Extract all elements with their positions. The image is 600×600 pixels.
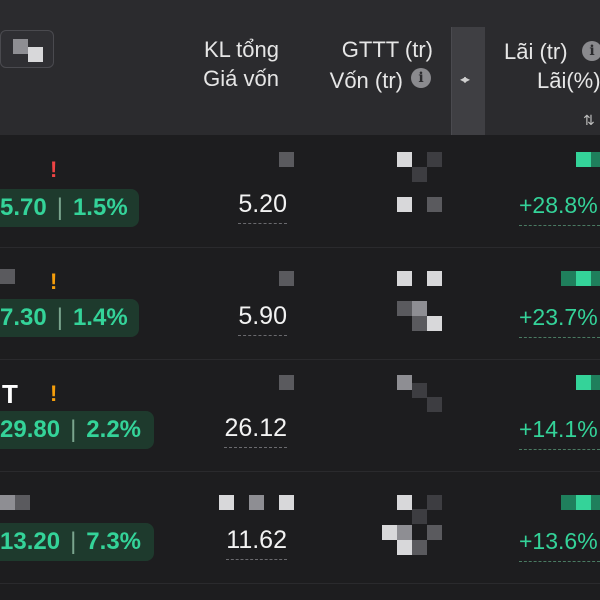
blur-block bbox=[427, 197, 442, 212]
warning-icon: ! bbox=[50, 157, 58, 182]
table-header: KL tổng Giá vốn GTTT (tr) Vốn (tr) i ◂▸ … bbox=[0, 0, 600, 135]
warning-icon: ! bbox=[50, 269, 58, 294]
info-icon[interactable]: i bbox=[411, 68, 431, 88]
blur-block bbox=[576, 375, 591, 390]
blur-block bbox=[591, 271, 600, 286]
blur-block bbox=[397, 495, 412, 510]
blur-block bbox=[279, 271, 294, 286]
table-row[interactable]: 13.20 | 7.3% 11.62 +13.6% bbox=[0, 471, 600, 584]
header-cost-label: Giá vốn bbox=[203, 66, 279, 91]
sort-arrows-icon[interactable]: ⇅ bbox=[583, 112, 595, 128]
blur-block bbox=[0, 269, 15, 284]
header-profit-label: Lãi (tr) bbox=[504, 39, 568, 64]
blur-block bbox=[591, 495, 600, 510]
blur-block bbox=[397, 525, 412, 540]
blur-block bbox=[28, 47, 43, 62]
blur-block bbox=[397, 271, 412, 286]
blurred-avatar bbox=[0, 30, 54, 68]
profit-percent: +13.6% bbox=[519, 528, 598, 554]
blur-block bbox=[561, 271, 576, 286]
blur-block bbox=[249, 495, 264, 510]
blur-block bbox=[427, 397, 442, 412]
blur-block bbox=[15, 495, 30, 510]
profit-percent: +28.8% bbox=[519, 192, 598, 218]
blur-block bbox=[279, 495, 294, 510]
price-value: 29.80 bbox=[0, 416, 61, 443]
blur-block bbox=[591, 152, 600, 167]
cost-price: 5.90 bbox=[238, 302, 287, 336]
blur-block bbox=[382, 525, 397, 540]
dashed-underline bbox=[519, 337, 600, 338]
table-row[interactable]: T ! 29.80 | 2.2% 26.12 +14.1% bbox=[0, 359, 600, 472]
dashed-underline bbox=[519, 561, 600, 562]
change-percent: 1.4% bbox=[72, 304, 128, 331]
header-capital-label: Vốn (tr) bbox=[329, 68, 403, 93]
blur-block bbox=[397, 540, 412, 555]
profit-percent: +23.7% bbox=[519, 304, 598, 330]
cost-price: 5.20 bbox=[238, 190, 287, 224]
header-profit-pct-label: Lãi(%) bbox=[537, 68, 600, 93]
price-value: 7.30 bbox=[0, 304, 47, 331]
blur-block bbox=[576, 152, 591, 167]
blur-block bbox=[427, 152, 442, 167]
table-row[interactable]: ! 7.30 | 1.4% 5.90 +23.7% bbox=[0, 247, 600, 360]
blur-block bbox=[427, 271, 442, 286]
price-change-pill: 5.70 | 1.5% bbox=[0, 189, 139, 227]
blur-block bbox=[427, 525, 442, 540]
stock-symbol: T bbox=[2, 379, 18, 409]
header-volume-label: KL tổng bbox=[203, 37, 279, 62]
cost-price: 11.62 bbox=[226, 526, 287, 560]
price-change-pill: 13.20 | 7.3% bbox=[0, 523, 154, 561]
blur-block bbox=[412, 509, 427, 524]
change-percent: 2.2% bbox=[86, 416, 141, 443]
price-value: 13.20 bbox=[0, 528, 61, 555]
change-percent: 7.3% bbox=[86, 528, 141, 555]
blur-block bbox=[397, 152, 412, 167]
blur-block bbox=[412, 301, 427, 316]
blur-block bbox=[412, 316, 427, 331]
dashed-underline bbox=[519, 225, 600, 226]
table-row[interactable]: ! 5.70 | 1.5% 5.20 +28.8% bbox=[0, 135, 600, 248]
column-resize-handle[interactable]: ◂▸ bbox=[451, 27, 485, 135]
blur-block bbox=[427, 316, 442, 331]
change-percent: 1.5% bbox=[72, 194, 128, 221]
blur-block bbox=[279, 152, 294, 167]
cost-price: 26.12 bbox=[224, 414, 287, 448]
blur-block bbox=[412, 167, 427, 182]
blur-block bbox=[576, 271, 591, 286]
info-icon[interactable]: i bbox=[582, 41, 600, 61]
blur-block bbox=[397, 197, 412, 212]
left-right-arrows-icon: ◂▸ bbox=[460, 72, 470, 86]
price-value: 5.70 bbox=[0, 194, 47, 221]
blur-block bbox=[219, 495, 234, 510]
blur-block bbox=[576, 495, 591, 510]
blur-block bbox=[397, 375, 412, 390]
blur-block bbox=[591, 375, 600, 390]
blur-block bbox=[412, 540, 427, 555]
dashed-underline bbox=[519, 449, 600, 450]
blur-block bbox=[397, 301, 412, 316]
blur-block bbox=[13, 39, 28, 54]
blur-block bbox=[412, 383, 427, 398]
blur-block bbox=[561, 495, 576, 510]
warning-icon: ! bbox=[50, 381, 58, 406]
profit-percent: +14.1% bbox=[519, 416, 598, 442]
price-change-pill: 29.80 | 2.2% bbox=[0, 411, 154, 449]
blur-block bbox=[279, 375, 294, 390]
price-change-pill: 7.30 | 1.4% bbox=[0, 299, 139, 337]
header-market-value-label: GTTT (tr) bbox=[341, 37, 433, 62]
blur-block bbox=[427, 495, 442, 510]
blur-block bbox=[0, 495, 15, 510]
